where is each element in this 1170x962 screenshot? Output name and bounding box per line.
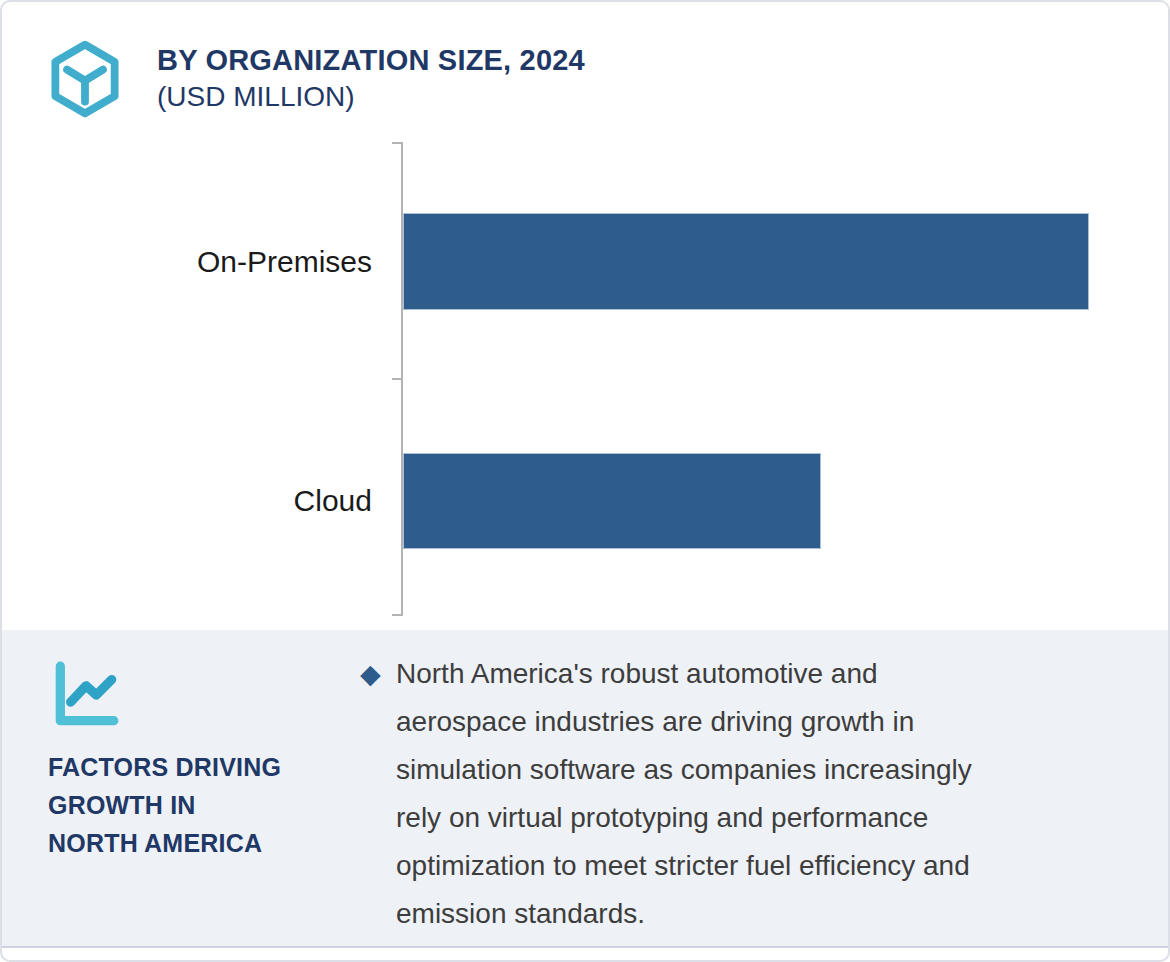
plot-area [403, 142, 1089, 616]
hexagon-cube-logo-icon [46, 38, 124, 120]
chart-header: BY ORGANIZATION SIZE, 2024 (USD MILLION) [157, 42, 585, 114]
bar-cloud [403, 453, 821, 549]
insight-text-line: optimization to meet stricter fuel effic… [396, 842, 1130, 890]
insights-panel: FACTORS DRIVING GROWTH IN NORTH AMERICA … [2, 630, 1168, 948]
insight-bullet-item: ◆ North America's robust automotive and … [360, 650, 1130, 938]
insight-text-line: rely on virtual prototyping and performa… [396, 794, 1130, 842]
insight-text-line: aerospace industries are driving growth … [396, 698, 1130, 746]
axis-tick [392, 142, 402, 144]
infographic-card: BY ORGANIZATION SIZE, 2024 (USD MILLION)… [0, 0, 1170, 962]
insight-text-line: simulation software as companies increas… [396, 746, 1130, 794]
axis-tick [392, 378, 402, 380]
chart-title: BY ORGANIZATION SIZE, 2024 [157, 42, 585, 78]
insights-heading-line: GROWTH IN [48, 786, 281, 824]
insight-text-line: emission standards. [396, 890, 1130, 938]
insight-text-line: North America's robust automotive and [396, 650, 1130, 698]
insights-heading-line: NORTH AMERICA [48, 824, 281, 862]
chart-subtitle: (USD MILLION) [157, 80, 585, 114]
insight-text: North America's robust automotive and ae… [396, 650, 1130, 938]
insights-heading: FACTORS DRIVING GROWTH IN NORTH AMERICA [48, 748, 281, 862]
insights-heading-line: FACTORS DRIVING [48, 748, 281, 786]
category-label-cloud: Cloud [42, 453, 372, 549]
axis-tick [392, 614, 402, 616]
diamond-bullet-icon: ◆ [360, 659, 381, 689]
category-label-on-premises: On-Premises [42, 213, 372, 310]
line-chart-icon [48, 658, 122, 732]
bar-on-premises [403, 213, 1089, 310]
bar-chart: On-Premises Cloud [2, 142, 1170, 616]
